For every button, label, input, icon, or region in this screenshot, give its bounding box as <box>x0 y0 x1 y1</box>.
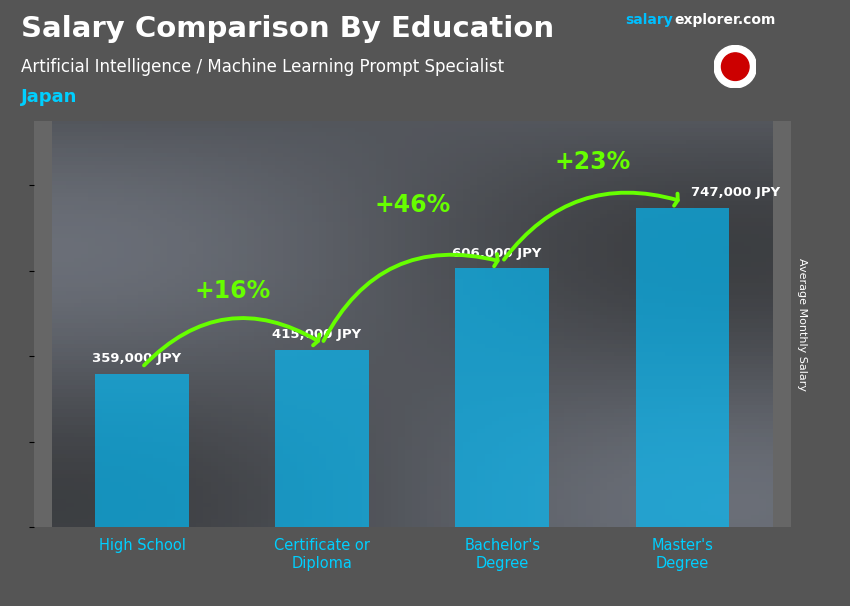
Text: 606,000 JPY: 606,000 JPY <box>452 247 541 260</box>
Text: Artificial Intelligence / Machine Learning Prompt Specialist: Artificial Intelligence / Machine Learni… <box>21 58 504 76</box>
Text: 415,000 JPY: 415,000 JPY <box>272 328 361 341</box>
Text: +46%: +46% <box>374 193 450 217</box>
Bar <box>95 374 189 527</box>
Bar <box>275 350 369 527</box>
Text: +16%: +16% <box>194 279 270 303</box>
Circle shape <box>714 45 756 88</box>
Text: 747,000 JPY: 747,000 JPY <box>691 187 780 199</box>
Y-axis label: Average Monthly Salary: Average Monthly Salary <box>797 258 808 391</box>
Bar <box>456 268 549 527</box>
Bar <box>636 208 729 527</box>
Text: 359,000 JPY: 359,000 JPY <box>92 352 181 365</box>
Circle shape <box>722 53 749 81</box>
Text: +23%: +23% <box>554 150 631 174</box>
Text: Japan: Japan <box>21 88 77 106</box>
Text: Salary Comparison By Education: Salary Comparison By Education <box>21 15 554 43</box>
Text: salary: salary <box>625 13 672 27</box>
Text: explorer.com: explorer.com <box>674 13 775 27</box>
